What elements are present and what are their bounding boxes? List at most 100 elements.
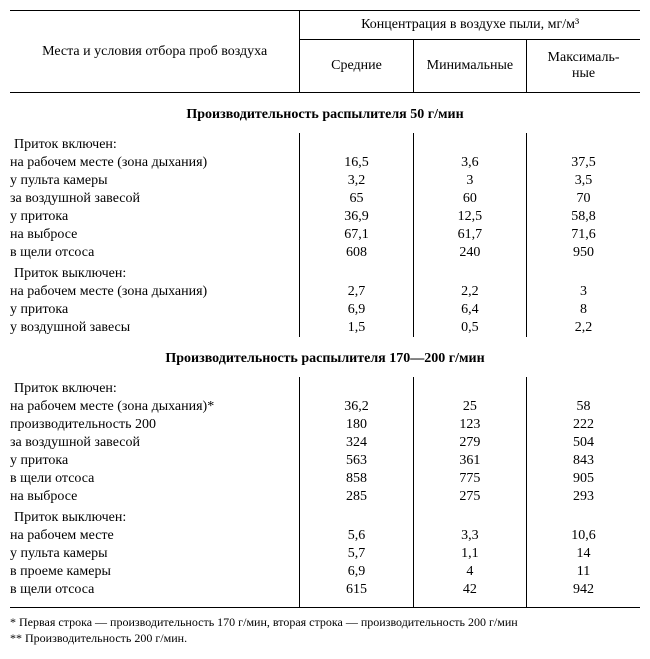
row-label: у пульта камеры: [10, 545, 300, 563]
cell-avg: 615: [300, 581, 413, 599]
cell-max: 11: [527, 563, 640, 581]
cell-avg: 5,7: [300, 545, 413, 563]
cell-max: 2,2: [527, 319, 640, 337]
table-row: у притока6,96,48: [10, 301, 640, 319]
table-row: производительность 200180123222: [10, 416, 640, 434]
cell-avg: 563: [300, 452, 413, 470]
table-row: в щели отсоса61542942: [10, 581, 640, 599]
cell-min: 1,1: [413, 545, 526, 563]
table-row: на рабочем месте (зона дыхания)2,72,23: [10, 283, 640, 301]
cell-min: [413, 377, 526, 398]
cell-min: [413, 506, 526, 527]
cell-avg: 2,7: [300, 283, 413, 301]
cell-max: 8: [527, 301, 640, 319]
cell-min: 12,5: [413, 208, 526, 226]
table-row: на рабочем месте (зона дыхания)16,53,637…: [10, 154, 640, 172]
cell-max: 70: [527, 190, 640, 208]
cell-avg: 16,5: [300, 154, 413, 172]
table-body: Производительность распылителя 50 г/минП…: [10, 93, 640, 600]
group-label-row: Приток выключен:: [10, 506, 640, 527]
col-header-avg: Средние: [300, 40, 413, 93]
cell-min: 279: [413, 434, 526, 452]
row-label: на выбросе: [10, 226, 300, 244]
cell-min: 240: [413, 244, 526, 262]
row-label: в проеме камеры: [10, 563, 300, 581]
cell-avg: [300, 506, 413, 527]
cell-avg: 285: [300, 488, 413, 506]
cell-max: [527, 133, 640, 154]
cell-avg: 180: [300, 416, 413, 434]
table-row: у воздушной завесы1,50,52,2: [10, 319, 640, 337]
cell-max: 293: [527, 488, 640, 506]
group-label-row: Приток включен:: [10, 377, 640, 398]
table-row: на рабочем месте (зона дыхания)*36,22558: [10, 398, 640, 416]
group-label: Приток включен:: [10, 133, 300, 154]
table-row: на рабочем месте5,63,310,6: [10, 527, 640, 545]
group-label-row: Приток выключен:: [10, 262, 640, 283]
header-group-label: Концентрация в воздухе пыли, мг/м³: [300, 11, 640, 40]
cell-max: 3,5: [527, 172, 640, 190]
table-row: в проеме камеры6,9411: [10, 563, 640, 581]
cell-min: 61,7: [413, 226, 526, 244]
cell-max: 14: [527, 545, 640, 563]
cell-avg: 1,5: [300, 319, 413, 337]
cell-avg: 36,2: [300, 398, 413, 416]
header-left-label: Места и условия отбора проб воздуха: [10, 11, 300, 93]
row-label: у воздушной завесы: [10, 319, 300, 337]
row-label: на рабочем месте (зона дыхания): [10, 154, 300, 172]
cell-min: 3,3: [413, 527, 526, 545]
cell-max: 222: [527, 416, 640, 434]
cell-min: 4: [413, 563, 526, 581]
cell-max: 58,8: [527, 208, 640, 226]
cell-max: [527, 506, 640, 527]
footnote-2: ** Производительность 200 г/мин.: [10, 630, 640, 646]
table-row: за воздушной завесой324279504: [10, 434, 640, 452]
section-title-row: Производительность распылителя 170—200 г…: [10, 337, 640, 377]
footnotes: * Первая строка — производительность 170…: [10, 608, 640, 646]
cell-min: 0,5: [413, 319, 526, 337]
cell-avg: 3,2: [300, 172, 413, 190]
row-label: на рабочем месте (зона дыхания)*: [10, 398, 300, 416]
cell-avg: 6,9: [300, 563, 413, 581]
cell-max: [527, 377, 640, 398]
table-row: у притока36,912,558,8: [10, 208, 640, 226]
group-label-row: Приток включен:: [10, 133, 640, 154]
cell-min: 275: [413, 488, 526, 506]
cell-max: 905: [527, 470, 640, 488]
cell-avg: [300, 262, 413, 283]
cell-max: 504: [527, 434, 640, 452]
cell-avg: 858: [300, 470, 413, 488]
cell-min: 42: [413, 581, 526, 599]
cell-avg: 67,1: [300, 226, 413, 244]
col-header-max: Максималь- ные: [527, 40, 640, 93]
section-title: Производительность распылителя 170—200 г…: [10, 337, 640, 377]
group-label: Приток выключен:: [10, 506, 300, 527]
cell-avg: 324: [300, 434, 413, 452]
cell-avg: [300, 377, 413, 398]
cell-max: 843: [527, 452, 640, 470]
cell-min: 361: [413, 452, 526, 470]
footnote-1: * Первая строка — производительность 170…: [10, 614, 640, 630]
header-row-1: Места и условия отбора проб воздуха Конц…: [10, 11, 640, 40]
cell-max: 10,6: [527, 527, 640, 545]
cell-min: 2,2: [413, 283, 526, 301]
cell-min: 6,4: [413, 301, 526, 319]
row-label: у притока: [10, 208, 300, 226]
row-label: в щели отсоса: [10, 470, 300, 488]
cell-min: 25: [413, 398, 526, 416]
cell-avg: 6,9: [300, 301, 413, 319]
cell-min: [413, 133, 526, 154]
row-label: у пульта камеры: [10, 172, 300, 190]
table-row: в щели отсоса858775905: [10, 470, 640, 488]
row-label: на рабочем месте (зона дыхания): [10, 283, 300, 301]
row-label: за воздушной завесой: [10, 190, 300, 208]
cell-max: 37,5: [527, 154, 640, 172]
cell-avg: 608: [300, 244, 413, 262]
cell-max: 3: [527, 283, 640, 301]
table-row: у пульта камеры3,233,5: [10, 172, 640, 190]
table-row: в щели отсоса608240950: [10, 244, 640, 262]
cell-avg: 65: [300, 190, 413, 208]
row-label: в щели отсоса: [10, 244, 300, 262]
row-label: на выбросе: [10, 488, 300, 506]
section-title: Производительность распылителя 50 г/мин: [10, 93, 640, 134]
